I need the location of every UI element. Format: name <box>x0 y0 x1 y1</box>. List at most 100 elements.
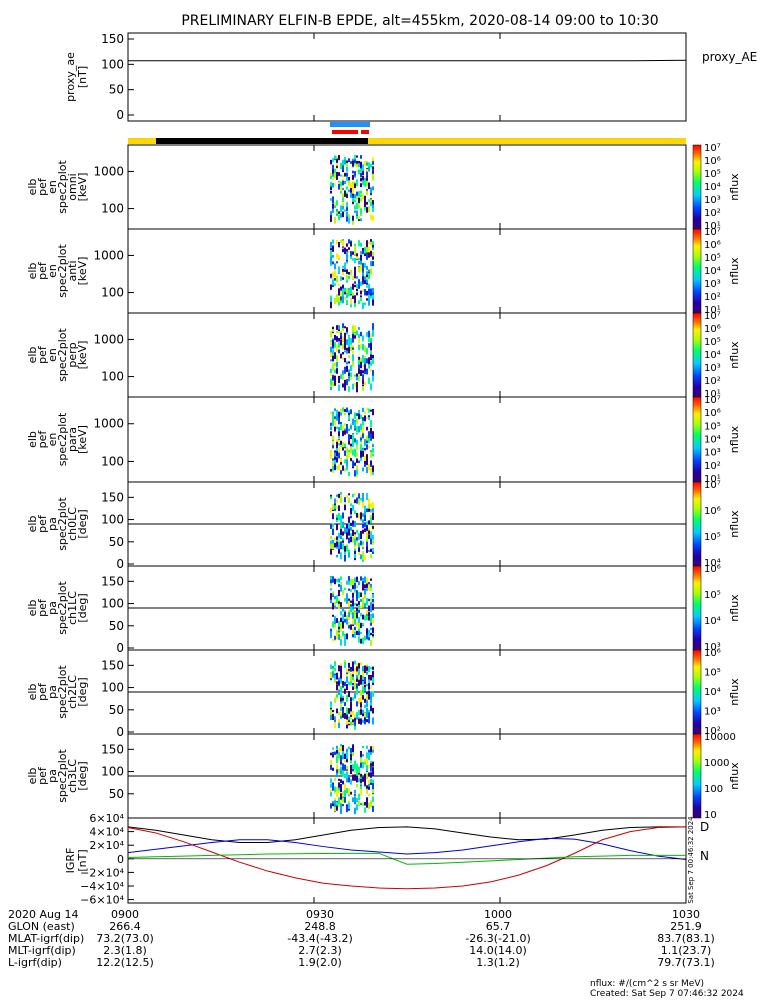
heatmap-cell <box>346 211 348 219</box>
heatmap-cell <box>370 469 372 476</box>
heatmap-cell <box>360 435 362 439</box>
footer-value: 2.7(2.3) <box>298 944 342 957</box>
heatmap-cell <box>360 155 362 159</box>
heatmap-cell <box>370 685 372 689</box>
heatmap-cell <box>330 543 332 550</box>
heatmap-cell <box>350 341 352 348</box>
heatmap-cell <box>360 540 362 546</box>
heatmap-cell <box>352 529 354 537</box>
heatmap-cell <box>348 471 350 477</box>
heatmap-cell <box>372 594 374 599</box>
heatmap-cell <box>360 690 362 696</box>
heatmap-cell <box>366 752 368 759</box>
heatmap-cell <box>340 807 342 814</box>
heatmap-cell <box>330 468 332 472</box>
heatmap-cell <box>360 497 362 501</box>
footer-value: 1.1(23.7) <box>660 944 712 957</box>
heatmap-cell <box>356 469 358 475</box>
colorbar-tick-label: 10⁷ <box>704 227 721 238</box>
heatmap-cell <box>336 630 338 636</box>
heatmap-cell <box>344 357 346 363</box>
heatmap-cell <box>332 203 334 209</box>
heatmap-cell <box>330 262 332 267</box>
heatmap-cell <box>366 684 368 687</box>
heatmap-cell <box>352 722 354 725</box>
heatmap-cell <box>362 555 364 560</box>
heatmap-cell <box>364 246 366 254</box>
heatmap-cell <box>364 280 366 284</box>
heatmap-cell <box>354 448 356 456</box>
heatmap-cell <box>366 347 368 355</box>
heatmap-cell <box>372 767 374 775</box>
heatmap-cell <box>362 180 364 186</box>
heatmap-cell <box>352 360 354 367</box>
heatmap-cell <box>348 777 350 783</box>
footer-row-label: 2020 Aug 14 <box>8 908 79 921</box>
heatmap-cell <box>370 632 372 636</box>
heatmap-cell <box>358 266 360 273</box>
heatmap-cell <box>340 665 342 670</box>
heatmap-cell <box>352 215 354 221</box>
heatmap-cell <box>358 663 360 670</box>
heatmap-cell <box>348 788 350 795</box>
heatmap-cell <box>354 161 356 166</box>
heatmap-cell <box>330 386 332 390</box>
heatmap-cell <box>342 288 344 294</box>
colorbar-tick-label: 10⁷ <box>704 395 721 406</box>
heatmap-cell <box>358 513 360 519</box>
heatmap-cell <box>338 801 340 808</box>
heatmap-cell <box>336 200 338 206</box>
heatmap-cell <box>332 169 334 174</box>
heatmap-cell <box>336 598 338 604</box>
heatmap-cell <box>334 459 336 465</box>
panel-frame <box>127 32 687 122</box>
heatmap-cell <box>330 759 332 766</box>
heatmap-cell <box>344 180 346 185</box>
heatmap-cell <box>342 277 344 280</box>
y-label-line: elb <box>26 179 39 196</box>
heatmap-cell <box>350 606 352 613</box>
footer-value: 14.0(14.0) <box>469 944 527 957</box>
heatmap-cell <box>338 377 340 384</box>
heatmap-cell <box>350 759 352 764</box>
footer-value: 79.7(73.1) <box>657 956 715 969</box>
heatmap-cell <box>342 197 344 200</box>
heatmap-cell <box>334 578 336 585</box>
colorbar-tick-label: 10² <box>704 726 721 737</box>
heatmap-cell <box>344 764 346 771</box>
heatmap-cell <box>330 198 332 201</box>
heatmap-cell <box>340 295 342 302</box>
heatmap-cell <box>362 754 364 757</box>
heatmap-cell <box>366 358 368 364</box>
heatmap-cell <box>332 411 334 416</box>
heatmap-cell <box>354 245 356 253</box>
heatmap-cell <box>368 199 370 202</box>
heatmap-cell <box>340 673 342 681</box>
heatmap-cell <box>360 290 362 295</box>
heatmap-cell <box>368 679 370 683</box>
heatmap-cell <box>338 718 340 726</box>
heatmap-cell <box>348 625 350 629</box>
heatmap-cell <box>356 179 358 187</box>
heatmap-cell <box>366 700 368 705</box>
heatmap-cell <box>372 161 374 165</box>
heatmap-cell <box>348 375 350 382</box>
heatmap-cell <box>372 671 374 678</box>
heatmap-cell <box>368 246 370 253</box>
heatmap-cell <box>344 504 346 511</box>
heatmap-cell <box>336 746 338 749</box>
heatmap-cell <box>346 676 348 683</box>
heatmap-cell <box>370 503 372 508</box>
heatmap-cell <box>330 792 332 797</box>
heatmap-cell <box>362 356 364 363</box>
heatmap-cell <box>340 458 342 462</box>
heatmap-cell <box>344 635 346 639</box>
heatmap-cell <box>356 284 358 289</box>
colorbar-label: nflux <box>728 762 741 790</box>
heatmap-cell <box>336 210 338 214</box>
heatmap-cell <box>344 326 346 329</box>
heatmap-cell <box>360 785 362 789</box>
heatmap-cell <box>360 678 362 685</box>
